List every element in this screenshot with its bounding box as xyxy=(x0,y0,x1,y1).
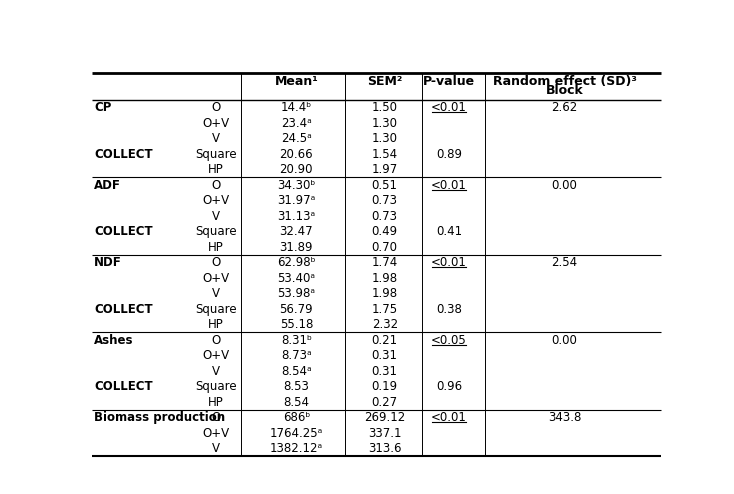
Text: <0.01: <0.01 xyxy=(431,256,467,269)
Text: O: O xyxy=(211,101,220,114)
Text: 0.31: 0.31 xyxy=(371,349,398,362)
Text: 24.5ᵃ: 24.5ᵃ xyxy=(281,132,312,145)
Text: 1764.25ᵃ: 1764.25ᵃ xyxy=(269,427,323,440)
Text: 1382.12ᵃ: 1382.12ᵃ xyxy=(270,442,323,455)
Text: 1.98: 1.98 xyxy=(371,287,398,300)
Text: O: O xyxy=(211,256,220,269)
Text: O+V: O+V xyxy=(202,272,229,285)
Text: O+V: O+V xyxy=(202,194,229,207)
Text: HP: HP xyxy=(208,318,224,331)
Text: CP: CP xyxy=(94,101,112,114)
Text: COLLECT: COLLECT xyxy=(94,148,153,161)
Text: 14.4ᵇ: 14.4ᵇ xyxy=(280,101,312,114)
Text: COLLECT: COLLECT xyxy=(94,303,153,316)
Text: 53.40ᵃ: 53.40ᵃ xyxy=(277,272,316,285)
Text: NDF: NDF xyxy=(94,256,122,269)
Text: 2.54: 2.54 xyxy=(551,256,578,269)
Text: 1.75: 1.75 xyxy=(371,303,398,316)
Text: 343.8: 343.8 xyxy=(548,411,581,424)
Text: <0.01: <0.01 xyxy=(431,411,467,424)
Text: COLLECT: COLLECT xyxy=(94,225,153,238)
Text: V: V xyxy=(211,365,219,378)
Text: 313.6: 313.6 xyxy=(368,442,401,455)
Text: V: V xyxy=(211,442,219,455)
Text: 0.21: 0.21 xyxy=(371,333,398,347)
Text: 31.13ᵃ: 31.13ᵃ xyxy=(277,209,316,223)
Text: O+V: O+V xyxy=(202,349,229,362)
Text: 31.97ᵃ: 31.97ᵃ xyxy=(277,194,316,207)
Text: Square: Square xyxy=(195,148,236,161)
Text: 0.19: 0.19 xyxy=(371,380,398,393)
Text: 8.53: 8.53 xyxy=(283,380,309,393)
Text: HP: HP xyxy=(208,241,224,253)
Text: Biomass production: Biomass production xyxy=(94,411,225,424)
Text: 1.97: 1.97 xyxy=(371,163,398,176)
Text: 8.31ᵇ: 8.31ᵇ xyxy=(281,333,312,347)
Text: 0.38: 0.38 xyxy=(436,303,462,316)
Text: O: O xyxy=(211,411,220,424)
Text: 1.30: 1.30 xyxy=(371,117,398,129)
Text: 31.89: 31.89 xyxy=(280,241,313,253)
Text: 0.51: 0.51 xyxy=(371,179,398,192)
Text: 2.32: 2.32 xyxy=(371,318,398,331)
Text: 8.54: 8.54 xyxy=(283,396,309,409)
Text: HP: HP xyxy=(208,396,224,409)
Text: 0.00: 0.00 xyxy=(551,179,578,192)
Text: HP: HP xyxy=(208,163,224,176)
Text: 1.74: 1.74 xyxy=(371,256,398,269)
Text: 2.62: 2.62 xyxy=(551,101,578,114)
Text: V: V xyxy=(211,132,219,145)
Text: O: O xyxy=(211,179,220,192)
Text: <0.01: <0.01 xyxy=(431,101,467,114)
Text: 337.1: 337.1 xyxy=(368,427,401,440)
Text: SEM²: SEM² xyxy=(367,75,402,88)
Text: ADF: ADF xyxy=(94,179,121,192)
Text: <0.05: <0.05 xyxy=(431,333,467,347)
Text: O+V: O+V xyxy=(202,117,229,129)
Text: 53.98ᵃ: 53.98ᵃ xyxy=(277,287,316,300)
Text: Random effect (SD)³: Random effect (SD)³ xyxy=(493,75,636,88)
Text: 0.49: 0.49 xyxy=(371,225,398,238)
Text: 1.50: 1.50 xyxy=(371,101,398,114)
Text: Square: Square xyxy=(195,303,236,316)
Text: <0.01: <0.01 xyxy=(431,179,467,192)
Text: 20.90: 20.90 xyxy=(280,163,313,176)
Text: 34.30ᵇ: 34.30ᵇ xyxy=(277,179,316,192)
Text: Ashes: Ashes xyxy=(94,333,134,347)
Text: Mean¹: Mean¹ xyxy=(275,75,319,88)
Text: Square: Square xyxy=(195,380,236,393)
Text: 62.98ᵇ: 62.98ᵇ xyxy=(277,256,316,269)
Text: P-value: P-value xyxy=(423,75,475,88)
Text: V: V xyxy=(211,209,219,223)
Text: Block: Block xyxy=(545,84,584,97)
Text: 1.54: 1.54 xyxy=(371,148,398,161)
Text: 1.30: 1.30 xyxy=(371,132,398,145)
Text: V: V xyxy=(211,287,219,300)
Text: 0.70: 0.70 xyxy=(371,241,398,253)
Text: 0.96: 0.96 xyxy=(436,380,462,393)
Text: 32.47: 32.47 xyxy=(280,225,313,238)
Text: 0.31: 0.31 xyxy=(371,365,398,378)
Text: 1.98: 1.98 xyxy=(371,272,398,285)
Text: 55.18: 55.18 xyxy=(280,318,313,331)
Text: O+V: O+V xyxy=(202,427,229,440)
Text: 0.41: 0.41 xyxy=(436,225,462,238)
Text: Square: Square xyxy=(195,225,236,238)
Text: 8.73ᵃ: 8.73ᵃ xyxy=(281,349,312,362)
Text: 8.54ᵃ: 8.54ᵃ xyxy=(281,365,312,378)
Text: 0.89: 0.89 xyxy=(436,148,462,161)
Text: 0.00: 0.00 xyxy=(551,333,578,347)
Text: 269.12: 269.12 xyxy=(364,411,405,424)
Text: 686ᵇ: 686ᵇ xyxy=(283,411,310,424)
Text: 0.27: 0.27 xyxy=(371,396,398,409)
Text: 0.73: 0.73 xyxy=(371,194,398,207)
Text: 23.4ᵃ: 23.4ᵃ xyxy=(281,117,312,129)
Text: COLLECT: COLLECT xyxy=(94,380,153,393)
Text: 0.73: 0.73 xyxy=(371,209,398,223)
Text: 56.79: 56.79 xyxy=(280,303,313,316)
Text: 20.66: 20.66 xyxy=(280,148,313,161)
Text: O: O xyxy=(211,333,220,347)
